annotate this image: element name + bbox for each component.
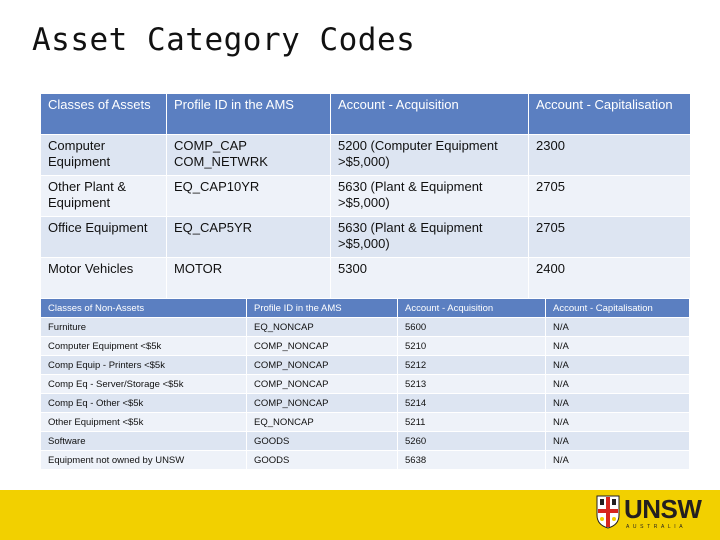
table-row: Computer Equipment <$5k COMP_NONCAP 5210… [40, 336, 690, 356]
profile-id-1: COMP_CAP [174, 138, 247, 153]
table-cell: 5210 [397, 336, 546, 356]
table-row: Other Plant & Equipment EQ_CAP10YR 5630 … [40, 175, 691, 217]
table-cell: EQ_CAP5YR [166, 216, 331, 258]
table-row: Office Equipment EQ_CAP5YR 5630 (Plant &… [40, 216, 691, 258]
non-asset-classes-table: Classes of Non-Assets Profile ID in the … [40, 298, 690, 470]
table-row: Furniture EQ_NONCAP 5600 N/A [40, 317, 690, 337]
table-cell: Computer Equipment [40, 134, 167, 176]
table-cell: Comp Eq - Server/Storage <$5k [40, 374, 247, 394]
logo-subtext: AUSTRALIA [626, 524, 687, 530]
table-cell: GOODS [246, 450, 398, 470]
table-cell: N/A [545, 393, 690, 413]
table-cell: COMP_NONCAP [246, 336, 398, 356]
header-cell: Classes of Assets [40, 93, 167, 135]
table-cell: EQ_NONCAP [246, 412, 398, 432]
header-cell: Profile ID in the AMS [166, 93, 331, 135]
page-title: Asset Category Codes [32, 22, 416, 58]
profile-id-2: COM_NETWRK [174, 154, 268, 169]
table-cell: COMP_NONCAP [246, 393, 398, 413]
table-cell: 5212 [397, 355, 546, 375]
table-row: Comp Equip - Printers <$5k COMP_NONCAP 5… [40, 355, 690, 375]
table-row: Comp Eq - Other <$5k COMP_NONCAP 5214 N/… [40, 393, 690, 413]
table-cell: 5211 [397, 412, 546, 432]
table-cell: N/A [545, 355, 690, 375]
table-cell: Comp Equip - Printers <$5k [40, 355, 247, 375]
header-cell: Account - Acquisition [330, 93, 529, 135]
table-cell: 5600 [397, 317, 546, 337]
table-row: Comp Eq - Server/Storage <$5k COMP_NONCA… [40, 374, 690, 394]
table-cell: 5260 [397, 431, 546, 451]
table-row: Motor Vehicles MOTOR 5300 2400 [40, 257, 691, 299]
header-cell: Classes of Non-Assets [40, 298, 247, 318]
table-cell: Software [40, 431, 247, 451]
table-cell: COMP_NONCAP [246, 374, 398, 394]
table-cell: N/A [545, 412, 690, 432]
table-cell: 5630 (Plant & Equipment >$5,000) [330, 216, 529, 258]
table-cell: COMP_CAP COM_NETWRK [166, 134, 331, 176]
table-cell: Computer Equipment <$5k [40, 336, 247, 356]
table-header-row: Classes of Non-Assets Profile ID in the … [40, 298, 690, 318]
table-cell: 2705 [528, 175, 691, 217]
table-cell: N/A [545, 450, 690, 470]
table-cell: 2300 [528, 134, 691, 176]
table-header-row: Classes of Assets Profile ID in the AMS … [40, 93, 691, 135]
table-cell: 5213 [397, 374, 546, 394]
table-cell: 5200 (Computer Equipment >$5,000) [330, 134, 529, 176]
table-cell: Other Equipment <$5k [40, 412, 247, 432]
table-row: Software GOODS 5260 N/A [40, 431, 690, 451]
logo-text: UNSW [624, 494, 702, 524]
table-cell: N/A [545, 317, 690, 337]
crest-icon [596, 495, 620, 529]
table-cell: Comp Eq - Other <$5k [40, 393, 247, 413]
table-cell: COMP_NONCAP [246, 355, 398, 375]
header-cell: Account - Capitalisation [545, 298, 690, 318]
table-cell: EQ_NONCAP [246, 317, 398, 337]
asset-classes-table: Classes of Assets Profile ID in the AMS … [40, 93, 691, 299]
table-cell: Office Equipment [40, 216, 167, 258]
table-cell: 5214 [397, 393, 546, 413]
table-cell: 5638 [397, 450, 546, 470]
table-cell: 2705 [528, 216, 691, 258]
table-cell: GOODS [246, 431, 398, 451]
table-cell: N/A [545, 336, 690, 356]
table-row: Equipment not owned by UNSW GOODS 5638 N… [40, 450, 690, 470]
table-row: Computer Equipment COMP_CAP COM_NETWRK 52… [40, 134, 691, 176]
header-cell: Account - Acquisition [397, 298, 546, 318]
table-cell: Other Plant & Equipment [40, 175, 167, 217]
table-cell: Motor Vehicles [40, 257, 167, 299]
table-cell: N/A [545, 374, 690, 394]
table-cell: Equipment not owned by UNSW [40, 450, 247, 470]
header-cell: Account - Capitalisation [528, 93, 691, 135]
table-cell: MOTOR [166, 257, 331, 299]
table-cell: 5630 (Plant & Equipment >$5,000) [330, 175, 529, 217]
table-cell: N/A [545, 431, 690, 451]
table-row: Other Equipment <$5k EQ_NONCAP 5211 N/A [40, 412, 690, 432]
table-cell: Furniture [40, 317, 247, 337]
table-cell: 2400 [528, 257, 691, 299]
header-cell: Profile ID in the AMS [246, 298, 398, 318]
table-cell: 5300 [330, 257, 529, 299]
unsw-logo: UNSW AUSTRALIA [596, 492, 706, 538]
table-cell: EQ_CAP10YR [166, 175, 331, 217]
